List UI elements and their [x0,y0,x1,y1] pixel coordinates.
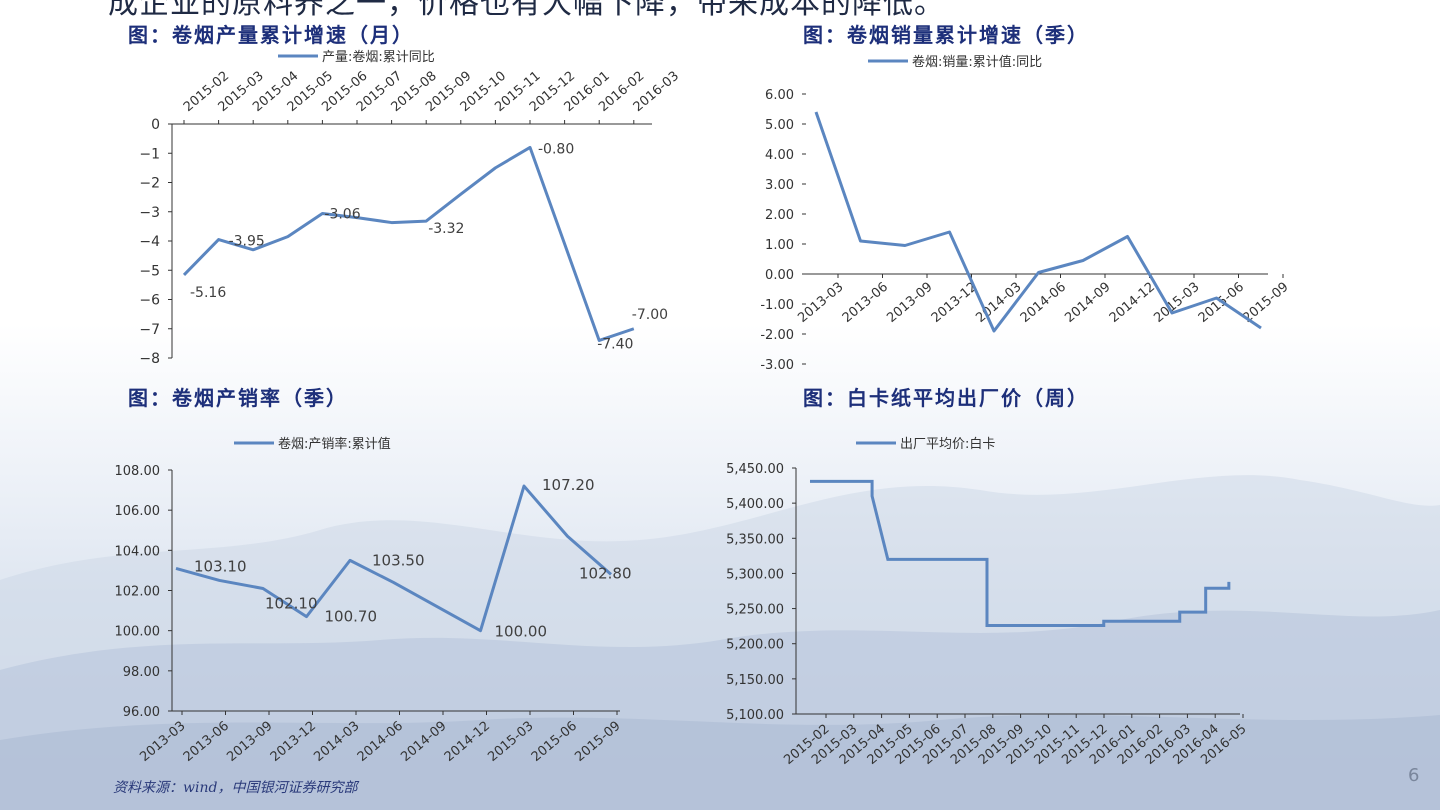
legend-label-4: 出厂平均价:白卡 [900,436,995,452]
data-label-1: -0.80 [538,141,574,157]
y-tick-label-4: 5,400.00 [726,497,784,512]
data-label-3: 103.50 [372,551,425,569]
source-note: 资料来源：wind，中国银河证券研究部 [113,780,358,796]
data-label-3: 102.10 [265,594,318,612]
y-tick-label-1: −6 [139,293,160,309]
data-label-1: -7.40 [597,336,633,352]
y-tick-label-2: 4.00 [765,148,794,163]
y-tick-label-3: 104.00 [115,544,161,559]
y-tick-label-4: 5,150.00 [726,673,784,688]
legend-label-2: 卷烟:销量:累计值:同比 [912,54,1042,70]
data-label-3: 103.10 [194,557,247,575]
y-tick-label-1: −2 [139,176,160,192]
legend-label-1: 产量:卷烟:累计同比 [322,49,435,65]
y-tick-label-1: −4 [139,234,160,250]
y-tick-label-2: 1.00 [765,238,794,253]
y-tick-label-3: 102.00 [115,585,161,600]
y-tick-label-2: 0.00 [765,268,794,283]
y-tick-label-2: 6.00 [765,88,794,103]
y-tick-label-1: −1 [139,146,160,162]
y-tick-label-4: 5,300.00 [726,567,784,582]
y-tick-label-4: 5,450.00 [726,462,784,477]
y-tick-label-2: 5.00 [765,118,794,133]
y-tick-label-3: 108.00 [115,464,161,479]
y-tick-label-1: −5 [139,263,160,279]
y-tick-label-2: 2.00 [765,208,794,223]
y-tick-label-2: -3.00 [760,358,794,373]
y-tick-label-1: −3 [139,205,160,221]
y-tick-label-1: −7 [139,322,160,338]
data-label-3: 102.80 [579,564,632,582]
data-label-3: 100.00 [495,623,548,641]
data-label-1: -3.32 [428,221,464,237]
page-number: 6 [1408,765,1420,786]
figure-4-title: 图：白卡纸平均出厂价（周） [803,386,1089,410]
y-tick-label-1: 0 [151,117,160,133]
data-label-3: 100.70 [325,608,378,626]
y-tick-label-2: -1.00 [760,298,794,313]
cropped-body-text: 成企业的原料养之一，价格也有大幅下降，带来成本的降低。 [108,0,945,21]
y-tick-label-3: 100.00 [115,625,161,640]
figure-3-title: 图：卷烟产销率（季） [128,386,348,410]
y-tick-label-2: 3.00 [765,178,794,193]
y-tick-label-3: 96.00 [123,705,160,720]
data-label-3: 107.20 [542,476,595,494]
figure-1-title: 图：卷烟产量累计增速（月） [128,23,414,47]
data-label-1: -5.16 [190,285,226,301]
y-tick-label-2: -2.00 [760,328,794,343]
y-tick-label-4: 5,200.00 [726,638,784,653]
series-line-production [182,145,635,342]
y-tick-label-4: 5,250.00 [726,603,784,618]
data-label-1: -7.00 [632,307,668,323]
y-tick-label-4: 5,100.00 [726,708,784,723]
y-tick-label-3: 98.00 [123,665,160,680]
data-label-1: -3.95 [229,234,265,250]
y-tick-label-3: 106.00 [115,504,161,519]
y-tick-label-1: −8 [139,351,160,367]
y-tick-label-4: 5,350.00 [726,532,784,547]
series-line-price [810,479,1231,627]
data-label-1: -3.06 [324,207,360,223]
legend-label-3: 卷烟:产销率:累计值 [278,436,391,452]
figure-2-title: 图：卷烟销量累计增速（季） [803,23,1089,47]
